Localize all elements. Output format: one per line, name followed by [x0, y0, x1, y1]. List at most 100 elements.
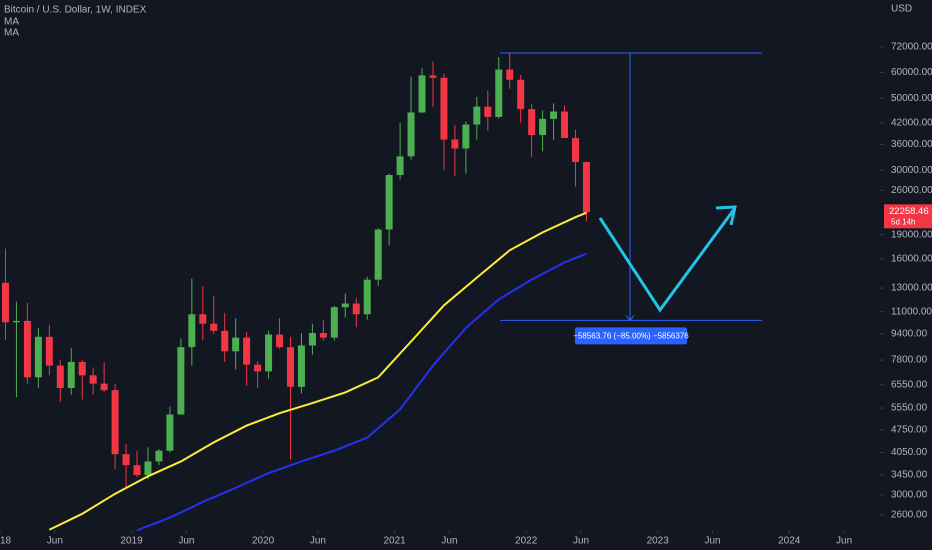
candle-body [45, 336, 53, 366]
measure-label-box [575, 327, 687, 345]
candle-body [1, 282, 9, 323]
y-tick-label: 2600.00 [891, 510, 928, 521]
countdown-label: 5d 14h [891, 217, 915, 226]
currency-label: USD [891, 4, 912, 15]
x-tick-label: 2022 [515, 536, 538, 547]
y-tick-label: 30000.00 [891, 165, 932, 176]
candle-body [232, 337, 240, 352]
indicator-label: MA [4, 17, 19, 28]
candle-body [561, 111, 569, 139]
x-tick-label: Jun [47, 536, 63, 547]
y-tick-label: 4050.00 [891, 447, 928, 458]
indicator-label: MA [4, 28, 19, 39]
x-tick-label: 2024 [778, 536, 801, 547]
candle-body [100, 383, 108, 391]
x-tick-label: Jun [441, 536, 457, 547]
y-tick-label: 36000.00 [891, 139, 932, 150]
candle-body [308, 333, 316, 346]
candle-body [385, 175, 393, 230]
candle-body [144, 461, 152, 476]
candle-body [550, 111, 558, 119]
candle-body [341, 303, 349, 308]
y-tick-label: 16000.00 [891, 253, 932, 264]
candle-body [276, 334, 284, 348]
candle-body [199, 314, 207, 324]
candle-body [571, 138, 579, 163]
candle-body [133, 465, 141, 476]
x-tick-label: Jun [178, 536, 194, 547]
candle-body [12, 320, 20, 323]
projection-arrowhead [715, 205, 737, 226]
candle-body [473, 106, 481, 125]
y-tick-label: 42000.00 [891, 117, 932, 128]
candle-body [539, 118, 547, 136]
price-label-box [884, 204, 932, 229]
y-tick-label: 7800.00 [891, 355, 928, 366]
candle-body [297, 345, 305, 387]
x-tick-label: 2019 [120, 536, 143, 547]
candle-body [221, 330, 229, 352]
candle-body [363, 279, 371, 315]
candle-body [265, 334, 273, 372]
y-tick-label: 60000.00 [891, 67, 932, 78]
ma-line [136, 252, 587, 532]
candle-body [210, 323, 218, 331]
measure-arrowhead [625, 315, 635, 322]
y-tick-label: 13000.00 [891, 283, 932, 294]
candle-body [517, 79, 525, 110]
plot-area: 72000.00 60000.00 50000.00 42000.00 36000.00… [0, 41, 932, 547]
candle-body [243, 337, 251, 365]
candle-body [254, 364, 262, 372]
candle-body [462, 124, 470, 149]
candle-body [484, 106, 492, 117]
candle-body [495, 69, 503, 117]
candle-body [506, 69, 514, 80]
x-tick-label: Jun [573, 536, 589, 547]
y-tick-label: 3000.00 [891, 489, 928, 500]
y-tick-label: 19000.00 [891, 229, 932, 240]
candle-body [34, 336, 42, 378]
candle-body [188, 314, 196, 348]
x-tick-label: Jun [310, 536, 326, 547]
candle-body [429, 75, 437, 78]
y-tick-label: 11000.00 [891, 306, 932, 317]
x-tick-label: 2021 [383, 536, 406, 547]
x-tick-label: 2018 [0, 536, 12, 547]
candle-body [528, 109, 536, 136]
candle-body [89, 375, 97, 384]
candle-body [374, 229, 382, 280]
projection-drawing [598, 207, 737, 313]
candle-body [319, 333, 327, 338]
candle-body [56, 365, 64, 388]
candle-body [166, 414, 174, 451]
candle-body [407, 112, 415, 157]
y-tick-label: 3450.00 [891, 470, 928, 481]
candle-body [330, 307, 338, 338]
candle-body [451, 139, 459, 149]
candle-body [177, 347, 185, 415]
candle-body [67, 361, 75, 388]
measure-label: −58563.76 (−85.00%) −5856376 [573, 332, 689, 341]
candle-body [122, 454, 130, 466]
y-tick-label: 50000.00 [891, 93, 932, 104]
candle-body [396, 156, 404, 176]
candle-body [23, 320, 31, 378]
x-tick-label: 2023 [647, 536, 670, 547]
y-tick-label: 26000.00 [891, 185, 932, 196]
y-tick-label: 4750.00 [891, 425, 928, 436]
candle-body [78, 361, 86, 376]
y-tick-label: 72000.00 [891, 41, 932, 52]
y-tick-label: 9400.00 [891, 328, 928, 339]
candle-body [111, 390, 119, 455]
candle-body [582, 162, 590, 213]
chart-title: Bitcoin / U.S. Dollar, 1W, INDEX [4, 5, 147, 16]
candle-body [418, 75, 426, 113]
y-tick-label: 6550.00 [891, 379, 928, 390]
x-tick-label: Jun [704, 536, 720, 547]
y-tick-label: 5550.00 [891, 403, 928, 414]
price-label: 22258.46 [889, 206, 929, 217]
candle-body [440, 77, 448, 140]
ma-line [48, 211, 587, 531]
